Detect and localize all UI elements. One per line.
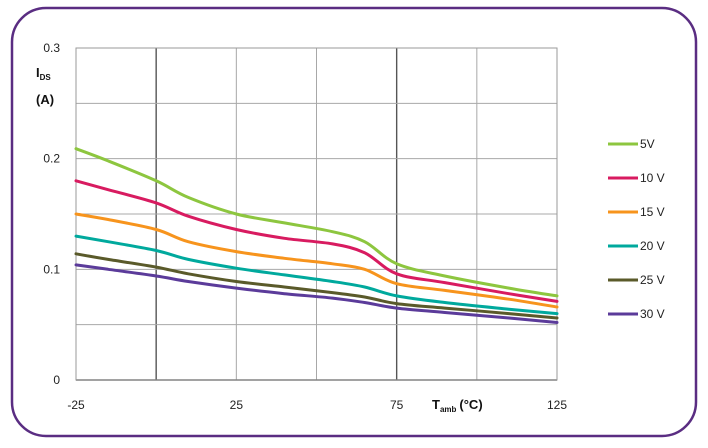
y-axis-label: IDS <box>36 65 51 82</box>
legend-label: 15 V <box>640 205 665 219</box>
y-tick-label: 0 <box>53 373 60 387</box>
x-tick-label: -25 <box>67 398 85 412</box>
y-tick-label: 0.3 <box>43 41 60 55</box>
series-group <box>74 147 559 324</box>
legend-label: 30 V <box>640 307 665 321</box>
y-axis-unit: (A) <box>36 92 54 107</box>
series-line <box>74 252 559 320</box>
x-axis-label: Tamb (°C) <box>432 397 483 414</box>
x-tick-label: 25 <box>230 398 244 412</box>
series-line <box>74 147 559 298</box>
y-tick-label: 0.1 <box>43 262 60 276</box>
legend-label: 10 V <box>640 171 665 185</box>
series-line <box>74 212 559 309</box>
legend: 5V 10 V 15 V 20 V 25 V 30 V <box>608 137 665 321</box>
legend-label: 20 V <box>640 239 665 253</box>
chart-frame <box>10 6 698 438</box>
y-tick-label: 0.2 <box>43 152 60 166</box>
x-tick-label: 125 <box>547 398 567 412</box>
series-line <box>74 234 559 316</box>
legend-label: 25 V <box>640 273 665 287</box>
series-line <box>74 179 559 303</box>
series-line <box>74 263 559 324</box>
legend-label: 5V <box>640 137 655 151</box>
x-tick-label: 75 <box>390 398 404 412</box>
x-axis-ticks: -25 25 75 125 <box>67 398 567 412</box>
y-axis-ticks: 0 0.1 0.2 0.3 <box>43 41 60 387</box>
